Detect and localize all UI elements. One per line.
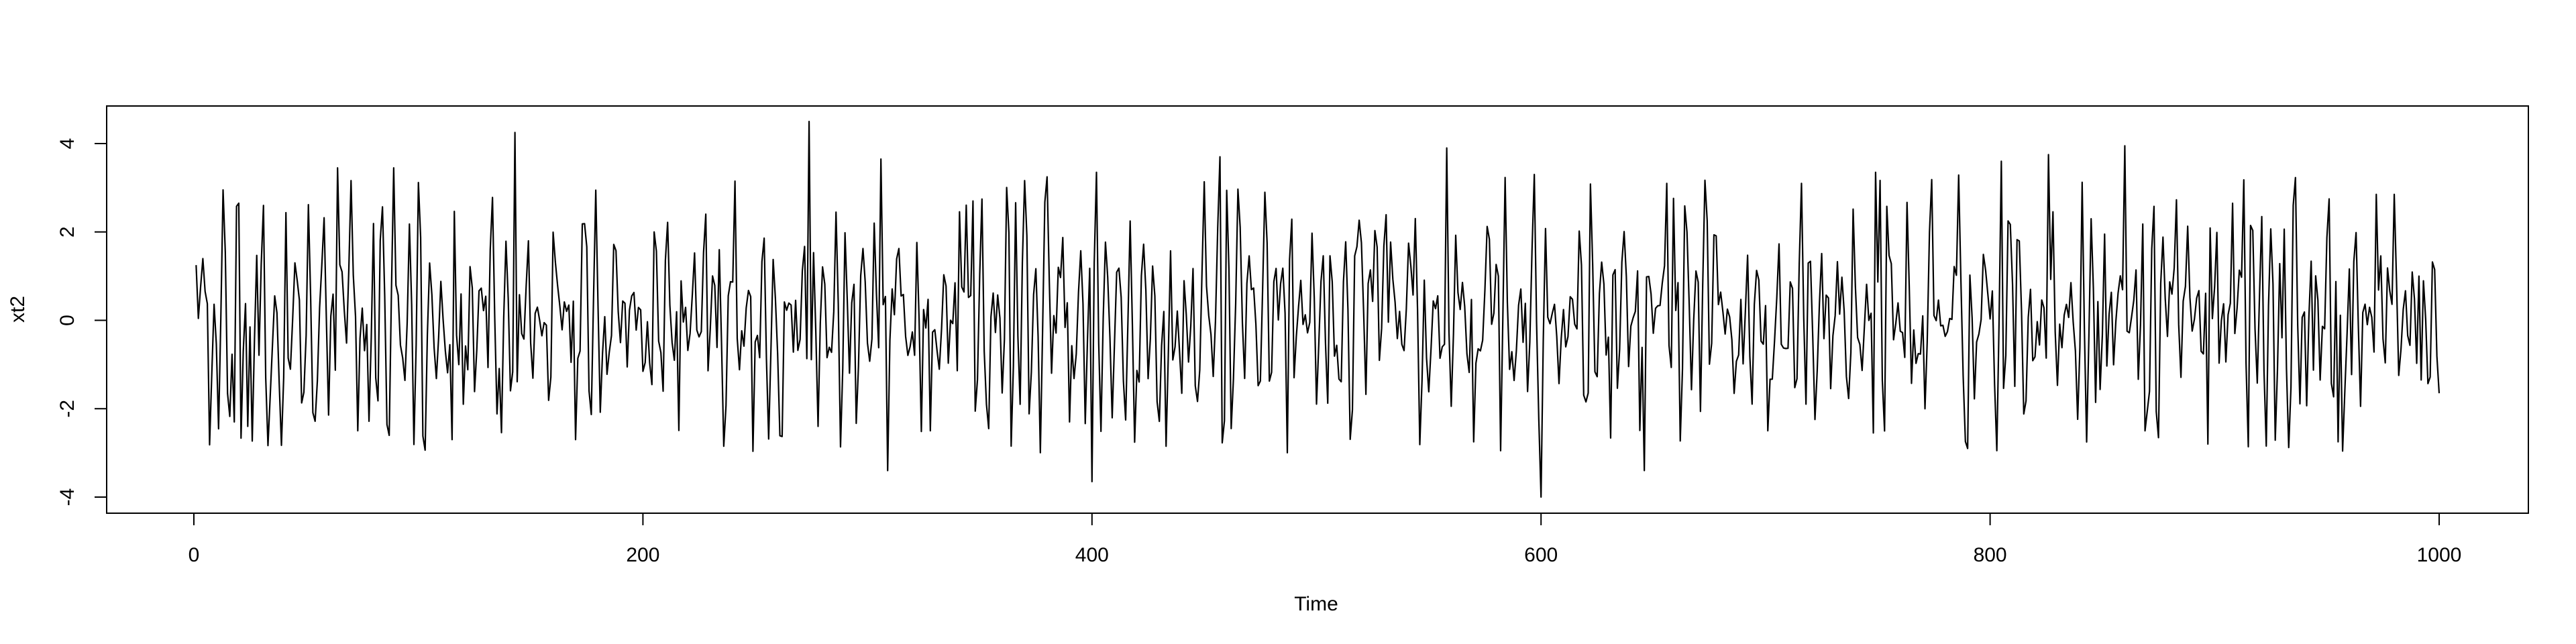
y-tick-label: 0 — [56, 315, 78, 326]
x-tick-label: 600 — [1524, 544, 1558, 566]
x-tick-label: 200 — [626, 544, 659, 566]
x-tick-label: 800 — [1974, 544, 2007, 566]
plot-frame — [106, 105, 2529, 514]
x-tick-label: 0 — [189, 544, 200, 566]
y-axis-label: xt2 — [7, 296, 29, 323]
y-tick-label: -4 — [56, 488, 78, 506]
y-tick-label: -2 — [56, 400, 78, 418]
x-tick-label: 1000 — [2417, 544, 2462, 566]
y-tick-label: 2 — [56, 226, 78, 237]
y-tick-label: 4 — [56, 138, 78, 150]
y-axis: -4 -2 0 2 4 — [56, 138, 107, 506]
x-axis-label: Time — [1294, 593, 1338, 615]
series-line-xt2 — [195, 120, 2440, 498]
x-axis: 0 200 400 600 800 1000 — [189, 513, 2462, 566]
x-tick-label: 400 — [1075, 544, 1109, 566]
